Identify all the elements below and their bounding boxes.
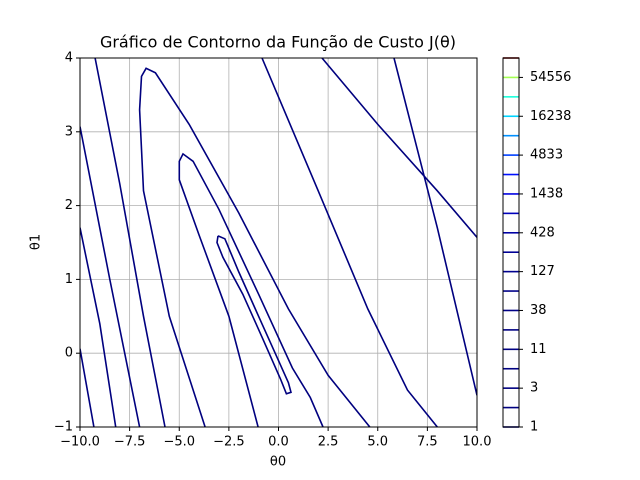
contour-line [94,58,438,427]
contour-line [80,348,95,427]
colorbar-tick-label: 1438 [530,186,563,201]
x-tick-label: 10.0 [463,435,492,450]
colorbar-tick-label: 428 [530,225,555,240]
x-tick-label: −7.5 [114,435,146,450]
colorbar-frame [502,57,520,428]
plot-frame [79,57,478,428]
x-tick-label: −10.0 [60,435,100,450]
x-tick-label: −5.0 [163,435,195,450]
x-tick-label: −2.5 [213,435,245,450]
colorbar-tick-label: 4833 [530,148,563,163]
y-tick-label: 0 [65,346,73,361]
x-axis-label: θ0 [270,455,286,470]
contour-line [216,235,292,395]
colorbar-tick-label: 3 [530,381,538,396]
y-tick-label: 4 [65,51,73,66]
x-tick-label: 5.0 [367,435,388,450]
contour-line [178,152,324,427]
colorbar-tick-label: 54556 [530,70,571,85]
contour-line [80,58,477,427]
colorbar-tick-label: 11 [530,342,547,357]
x-tick-label: 0.0 [268,435,289,450]
y-tick-label: −1 [54,420,73,435]
y-axis-label: θ1 [29,234,44,250]
y-tick-label: 1 [65,272,73,287]
contour-group [80,58,477,427]
colorbar-tick-label: 38 [530,303,547,318]
contour-line [80,58,477,427]
colorbar-tick-label: 16238 [530,109,571,124]
contour-line [138,67,371,427]
chart-title: Gráfico de Contorno da Função de Custo J… [100,33,456,52]
colorbar-tick-label: 1 [530,420,538,435]
x-tick-label: 2.5 [318,435,339,450]
colorbar-tick-label: 127 [530,264,555,279]
y-tick-label: 2 [65,198,73,213]
x-tick-label: 7.5 [417,435,438,450]
y-tick-label: 3 [65,124,73,139]
